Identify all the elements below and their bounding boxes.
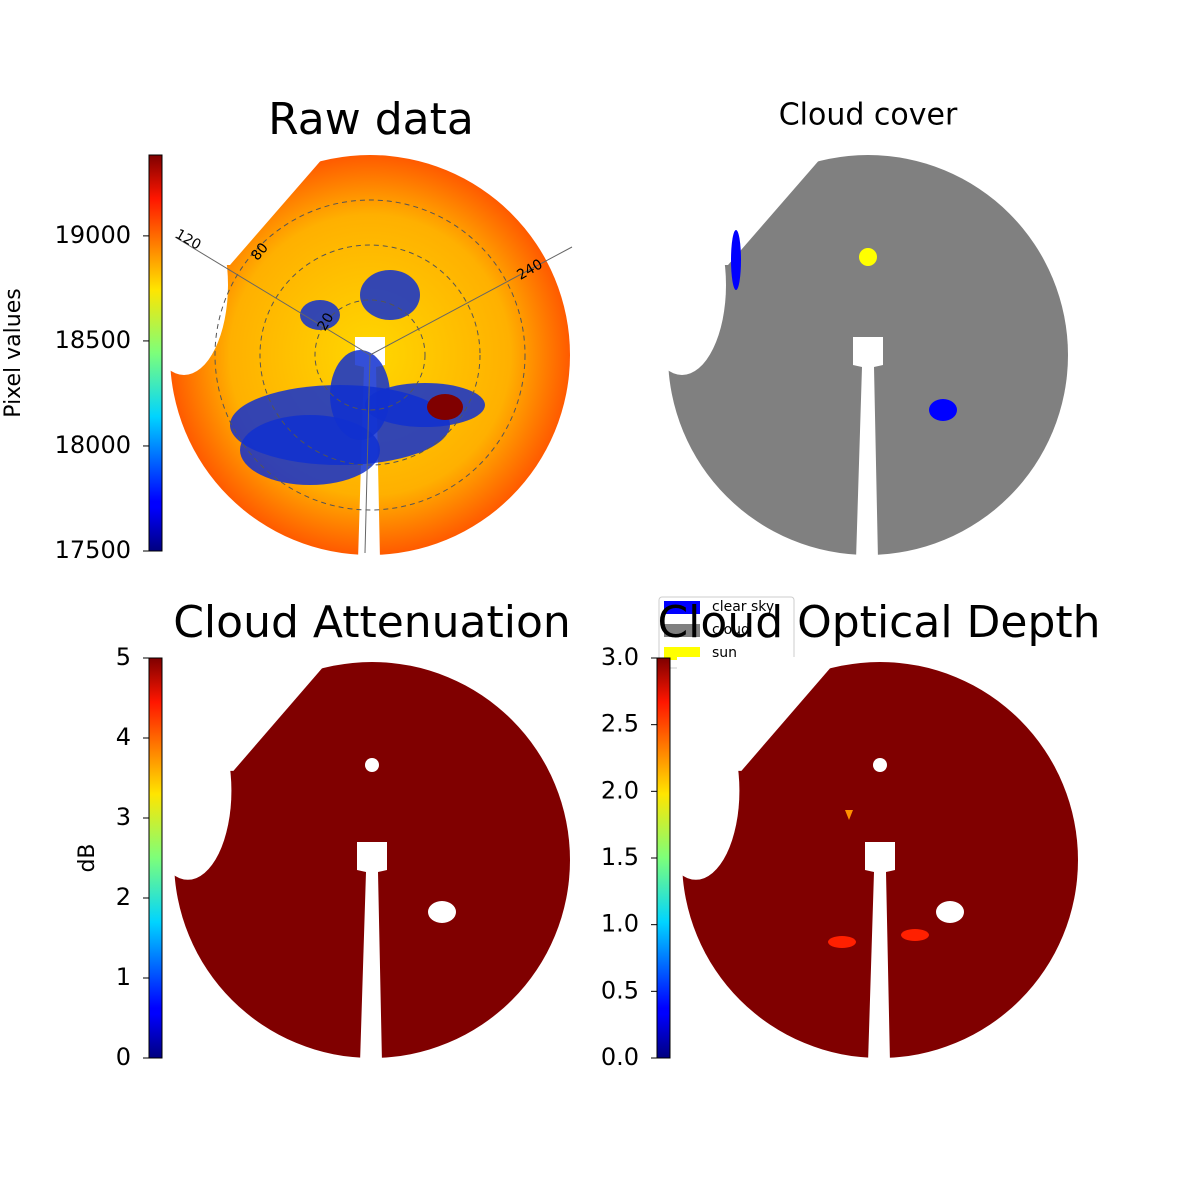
polar-spoke	[174, 236, 371, 356]
legend-swatch	[664, 647, 700, 660]
legend-label: cloud	[712, 622, 750, 638]
mask-mast	[357, 842, 387, 1063]
colorbar-tick-label: 0.0	[601, 1043, 639, 1071]
sun-region	[427, 394, 463, 420]
colorbar	[148, 154, 163, 552]
cloud-region	[300, 300, 340, 330]
clear-region	[929, 399, 957, 421]
clear-mask	[428, 901, 456, 923]
clear-region	[731, 230, 741, 290]
colorbar-tick-label: 3	[116, 803, 131, 831]
colorbar-tick-label: 2	[116, 883, 131, 911]
colorbar-tick-label: 3.0	[601, 643, 639, 671]
colorbar-tick-label: 2.0	[601, 776, 639, 804]
colorbar	[148, 657, 163, 1059]
legend-label: clear sky	[712, 599, 774, 615]
cloud-region	[330, 350, 390, 440]
colorbar-tick-label: 0.5	[601, 976, 639, 1004]
colorbar-tick-label: 2.5	[601, 710, 639, 738]
colorbar-tick-label: 0	[116, 1043, 131, 1071]
mask-mast	[865, 842, 895, 1063]
clear-mask	[936, 901, 964, 923]
mask-corner	[165, 150, 330, 265]
polar-grid	[214, 199, 526, 511]
panel	[652, 657, 1078, 1063]
mask-corner	[169, 657, 332, 771]
mask-corner	[677, 657, 840, 771]
colorbar-tick-label: 1	[116, 963, 131, 991]
panel-title: Cloud Attenuation	[173, 597, 571, 648]
thin-cloud	[845, 810, 853, 820]
polar-grid	[314, 299, 426, 411]
thin-cloud	[901, 929, 929, 941]
cloud-region	[365, 383, 485, 427]
panel-title: Raw data	[268, 94, 474, 145]
panel-title: Cloud cover	[779, 98, 958, 133]
panel-title: Cloud Optical Depth	[657, 597, 1100, 648]
mask-mast	[853, 337, 883, 560]
sun-mask	[365, 758, 379, 772]
colorbar-label: dB	[75, 843, 100, 872]
colorbar-tick-label: 18500	[55, 326, 131, 354]
colorbar-tick-label: 4	[116, 723, 131, 751]
colorbar-tick-label: 17500	[55, 536, 131, 564]
polar-grid	[259, 244, 481, 466]
colorbar-tick-label: 19000	[55, 221, 131, 249]
sun-region	[859, 248, 877, 266]
polar-label: 20	[315, 310, 338, 333]
colorbar-tick-label: 18000	[55, 431, 131, 459]
mask-corner	[663, 150, 828, 265]
sun-mask	[873, 758, 887, 772]
panel	[638, 150, 1068, 560]
legend-swatch	[664, 601, 700, 614]
panel	[144, 657, 570, 1063]
colorbar-tick-label: 1.0	[601, 910, 639, 938]
polar-spoke	[364, 354, 371, 554]
polar-spoke	[369, 246, 573, 356]
colorbar-tick-label: 5	[116, 643, 131, 671]
colorbar	[656, 657, 671, 1059]
colorbar-tick-label: 1.5	[601, 843, 639, 871]
thin-cloud	[828, 936, 856, 948]
colorbar-label: Pixel values	[1, 288, 26, 417]
legend-swatch	[664, 624, 700, 637]
cloud-region	[360, 270, 420, 320]
